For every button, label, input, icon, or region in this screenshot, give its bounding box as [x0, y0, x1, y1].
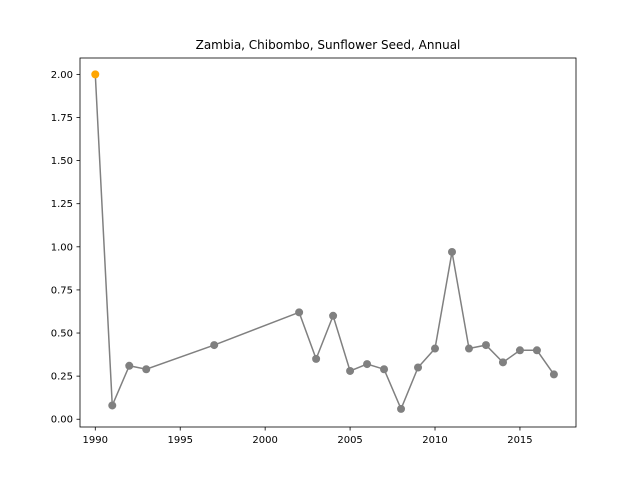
- y-axis-ticks: 0.00 0.25 0.50 0.75 1.00 1.25 1.50 1.75 2.00: [51, 70, 80, 426]
- data-point: [431, 344, 440, 353]
- data-point: [464, 344, 473, 353]
- highlighted-data-point: [91, 70, 100, 79]
- y-tick-label: 0.50: [51, 329, 73, 340]
- x-tick-label: 2010: [422, 435, 447, 446]
- x-tick-label: 2000: [252, 435, 277, 446]
- y-tick-label: 0.75: [51, 285, 73, 296]
- y-tick-label: 2.00: [51, 70, 73, 81]
- data-point: [363, 360, 372, 369]
- data-point: [414, 363, 423, 372]
- y-tick-label: 1.50: [51, 156, 73, 167]
- x-tick-label: 1995: [167, 435, 192, 446]
- data-point: [210, 341, 219, 350]
- data-point: [532, 346, 541, 355]
- data-point: [125, 361, 134, 370]
- data-point: [397, 404, 406, 413]
- data-point: [498, 358, 507, 367]
- data-point: [448, 247, 456, 256]
- y-tick-label: 0.25: [51, 372, 73, 383]
- data-point: [549, 370, 558, 379]
- y-tick-label: 1.75: [51, 113, 73, 124]
- y-tick-label: 0.00: [51, 415, 73, 426]
- data-point: [142, 365, 151, 374]
- data-point: [329, 311, 338, 320]
- data-point: [481, 341, 490, 350]
- data-point: [295, 308, 304, 317]
- data-point: [346, 366, 355, 375]
- data-point: [312, 354, 321, 363]
- x-tick-label: 1990: [83, 435, 108, 446]
- x-tick-label: 2005: [337, 435, 362, 446]
- y-tick-label: 1.25: [51, 199, 73, 210]
- data-point: [108, 401, 117, 410]
- chart-title: Zambia, Chibombo, Sunflower Seed, Annual: [196, 38, 461, 52]
- plot-frame: [79, 57, 577, 428]
- x-axis-ticks: 1990 1995 2000 2005 2010 2015: [83, 427, 533, 446]
- y-tick-label: 1.00: [51, 242, 73, 253]
- data-point: [380, 365, 389, 374]
- data-points: [91, 70, 558, 413]
- data-point: [515, 346, 524, 355]
- x-tick-label: 2015: [507, 435, 532, 446]
